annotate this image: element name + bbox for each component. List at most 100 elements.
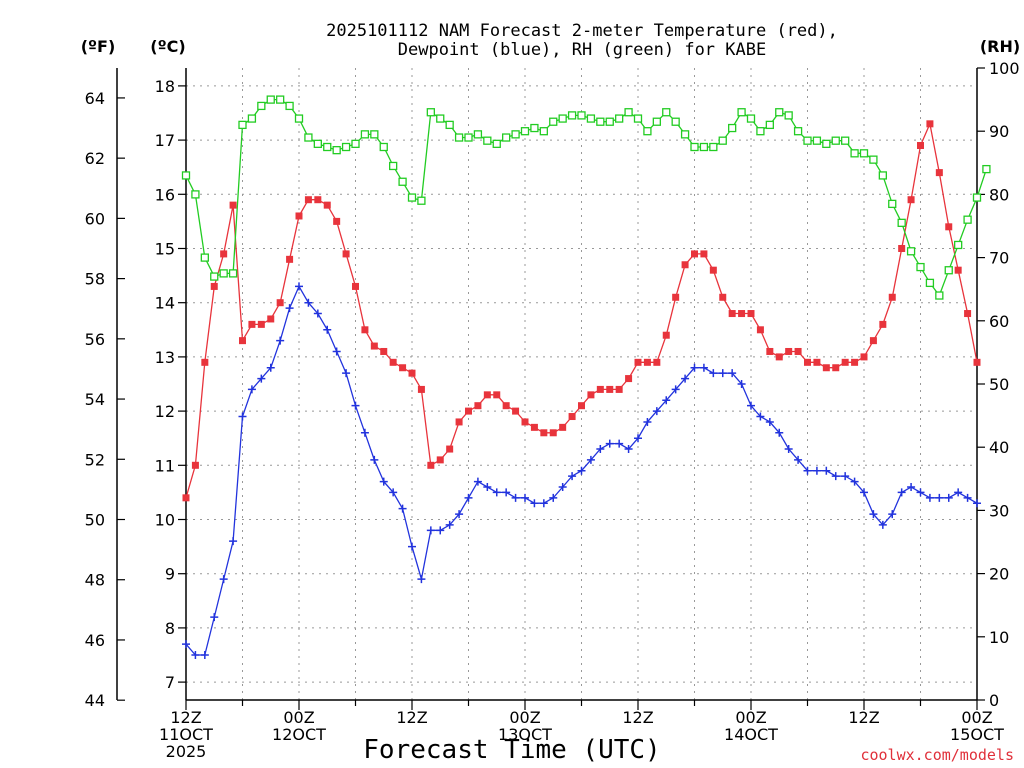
temperature-point [370, 342, 378, 350]
dewpoint-point [492, 488, 501, 497]
dewpoint-point [662, 396, 671, 405]
rh-point [925, 278, 935, 288]
rh-point [605, 117, 614, 126]
rh-point [407, 193, 417, 202]
rh-point [266, 95, 275, 104]
rh-point [398, 177, 407, 186]
rh-point [389, 161, 398, 171]
fahrenheit-unit-label: (ºF) [81, 37, 116, 56]
dewpoint-point [332, 347, 341, 356]
celsius-tick-label: 9 [165, 565, 175, 584]
rh-point [728, 123, 737, 133]
x-tick-label: 15OCT [950, 725, 1004, 744]
dewpoint-point [671, 385, 680, 394]
rh-point [916, 262, 925, 272]
temperature-point [615, 385, 623, 393]
temperature-point [672, 293, 680, 301]
celsius-unit-label: (ºC) [150, 37, 185, 56]
dewpoint-point [596, 445, 605, 454]
rh-tick-label: 60 [989, 312, 1009, 331]
dewpoint-point [511, 493, 520, 502]
temperature-point [521, 418, 529, 426]
temperature-point [465, 407, 472, 415]
rh-point [944, 266, 953, 275]
rh-point [511, 130, 520, 139]
dewpoint-point [464, 493, 473, 502]
celsius-tick-label: 14 [155, 294, 175, 313]
temperature-point [709, 266, 717, 274]
rh-point [426, 108, 435, 117]
dewpoint-point [765, 417, 774, 426]
dewpoint-point [634, 434, 642, 443]
rh-point [803, 136, 812, 145]
temperature-point [634, 358, 642, 366]
rh-point [812, 136, 822, 145]
dewpoint-point [973, 499, 981, 508]
rh-point [737, 108, 746, 117]
temperature-point [860, 353, 868, 361]
temperature-point [286, 255, 294, 263]
temperature-point [785, 347, 793, 355]
dewpoint-point [822, 466, 831, 475]
temperature-point [399, 364, 407, 372]
temperature-point [691, 250, 698, 258]
dewpoint-point [803, 466, 812, 475]
dewpoint-point [436, 526, 445, 535]
dewpoint-point [954, 488, 963, 497]
dewpoint-point [276, 336, 285, 345]
x-tick-label: 12Z [848, 708, 879, 727]
rh-point [586, 114, 596, 123]
dewpoint-point [426, 526, 435, 535]
rh-point [652, 117, 661, 126]
temperature-point [276, 299, 284, 307]
celsius-tick-label: 18 [155, 77, 175, 96]
rh-point [831, 136, 840, 145]
grid-lines [186, 68, 977, 700]
rh-point [445, 120, 454, 130]
x-tick-label: 12OCT [272, 725, 326, 744]
celsius-tick-label: 11 [155, 456, 175, 475]
rh-point [746, 114, 756, 123]
rh-point [690, 142, 699, 152]
rh-point [530, 123, 539, 133]
rh-point [793, 127, 803, 136]
rh-tick-label: 20 [989, 565, 1009, 584]
dewpoint-point [718, 369, 727, 378]
temperature-line [185, 121, 978, 498]
dewpoint-point [417, 575, 426, 584]
celsius-tick-label: 8 [165, 619, 175, 638]
rh-point [906, 247, 916, 256]
dewpoint-point [831, 472, 840, 481]
rh-point [680, 130, 690, 139]
dewpoint-point [944, 493, 953, 502]
rh-point [624, 108, 633, 117]
rh-tick-label: 50 [989, 375, 1009, 394]
rh-point [379, 142, 388, 152]
rh-point [313, 139, 322, 148]
rh-point [417, 196, 426, 205]
rh-point [567, 111, 577, 120]
rh-point [558, 114, 567, 123]
temperature-point [210, 282, 218, 290]
dewpoint-point [313, 309, 322, 318]
x-tick-label: 2025 [166, 742, 207, 761]
rh-point [549, 117, 558, 126]
series-layer [181, 95, 991, 660]
temperature-point [436, 456, 444, 464]
rh-point [257, 101, 266, 111]
x-tick-label: 00Z [961, 708, 992, 727]
dewpoint-point [445, 520, 454, 529]
temperature-point [869, 337, 877, 345]
x-tick-label: 14OCT [724, 725, 778, 744]
fahrenheit-tick-label: 44 [85, 691, 105, 710]
temperature-point [493, 391, 501, 399]
temperature-point [352, 282, 359, 290]
temperature-point [323, 201, 331, 209]
dewpoint-point [794, 455, 803, 464]
dewpoint-point [360, 428, 369, 437]
rh-point [323, 142, 332, 152]
temperature-point [898, 244, 906, 252]
temperature-point [822, 364, 830, 372]
rh-point [699, 142, 709, 152]
dewpoint-point [699, 363, 708, 372]
